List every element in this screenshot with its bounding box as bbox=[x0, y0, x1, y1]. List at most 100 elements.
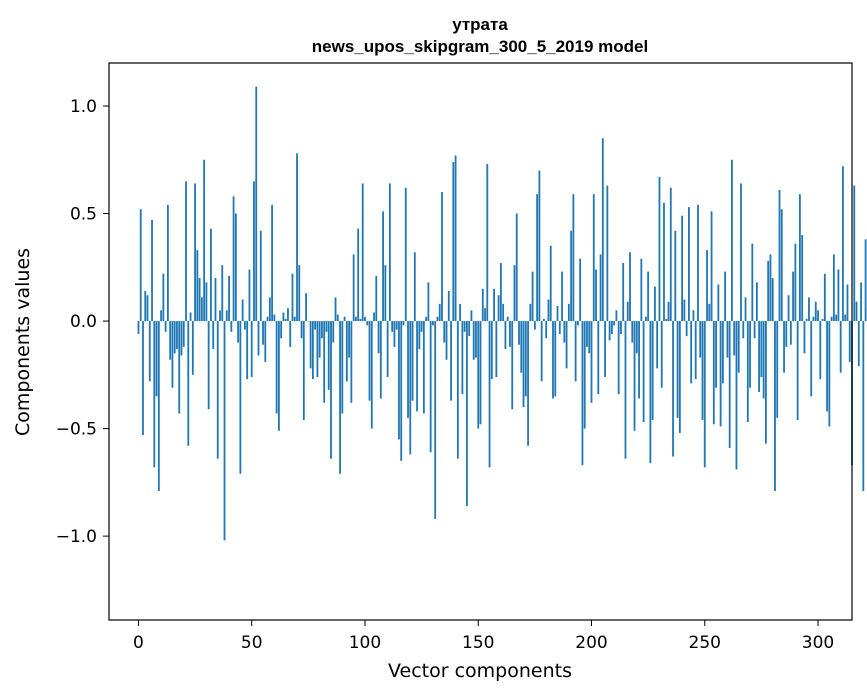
bar bbox=[533, 321, 536, 330]
bar bbox=[767, 260, 770, 322]
bar bbox=[452, 161, 455, 322]
bar bbox=[413, 252, 416, 322]
bar bbox=[701, 321, 704, 420]
bar bbox=[839, 321, 842, 373]
bar bbox=[282, 312, 285, 322]
bar bbox=[692, 310, 695, 322]
bar bbox=[234, 213, 237, 322]
bar bbox=[253, 181, 255, 322]
bar bbox=[479, 321, 482, 425]
bar bbox=[459, 303, 462, 322]
bar bbox=[357, 228, 360, 322]
bar bbox=[518, 321, 520, 345]
bar bbox=[617, 321, 620, 395]
bar bbox=[185, 181, 187, 322]
x-axis-label: Vector components bbox=[388, 660, 572, 682]
bar bbox=[264, 321, 267, 362]
bar bbox=[422, 321, 425, 414]
bar bbox=[771, 278, 774, 322]
bar bbox=[697, 204, 699, 322]
bar bbox=[538, 170, 541, 322]
bar bbox=[794, 243, 797, 322]
bar bbox=[744, 297, 747, 322]
bar bbox=[638, 321, 640, 399]
bar bbox=[690, 321, 693, 384]
bar bbox=[622, 263, 625, 322]
bar bbox=[606, 185, 609, 322]
bar bbox=[239, 321, 242, 474]
bar bbox=[654, 286, 656, 322]
bar bbox=[540, 321, 543, 382]
bar bbox=[470, 310, 473, 322]
bar bbox=[549, 245, 552, 322]
bar bbox=[214, 278, 217, 322]
bar bbox=[758, 321, 761, 393]
bar bbox=[581, 321, 584, 466]
bar bbox=[388, 183, 391, 322]
bar bbox=[601, 138, 604, 322]
bar bbox=[624, 321, 627, 459]
bar bbox=[651, 321, 654, 420]
bar bbox=[463, 321, 466, 332]
bar bbox=[443, 321, 446, 343]
bar bbox=[330, 321, 332, 459]
x-tick-label: 150 bbox=[462, 633, 494, 653]
bar bbox=[819, 321, 822, 380]
bar bbox=[631, 321, 634, 343]
bar bbox=[241, 299, 244, 322]
bar bbox=[848, 321, 851, 362]
bar bbox=[633, 321, 636, 431]
bar bbox=[719, 321, 722, 427]
bar bbox=[475, 321, 477, 358]
bar bbox=[230, 321, 233, 332]
bar bbox=[398, 321, 400, 440]
bar bbox=[547, 299, 550, 322]
bar bbox=[302, 321, 305, 420]
bar bbox=[635, 321, 638, 354]
bar bbox=[314, 321, 317, 330]
bar bbox=[785, 321, 788, 347]
bar bbox=[432, 321, 434, 326]
bar bbox=[724, 271, 727, 322]
bar bbox=[176, 321, 178, 350]
bar bbox=[735, 321, 738, 470]
bar bbox=[407, 321, 409, 418]
bar bbox=[753, 321, 756, 339]
plot-frame bbox=[108, 62, 853, 621]
bar bbox=[769, 254, 772, 322]
bar bbox=[502, 303, 505, 322]
bar bbox=[499, 263, 502, 322]
bar bbox=[361, 183, 364, 322]
bar bbox=[821, 318, 824, 322]
bar bbox=[846, 284, 849, 322]
bar bbox=[681, 215, 684, 322]
y-tick-label: 1.0 bbox=[70, 97, 97, 117]
bar bbox=[425, 316, 428, 322]
bar bbox=[669, 187, 672, 322]
bar bbox=[536, 194, 539, 322]
bar bbox=[860, 282, 862, 322]
bar bbox=[780, 209, 783, 322]
bars-group bbox=[137, 86, 867, 541]
bar bbox=[225, 310, 228, 322]
bar bbox=[776, 321, 779, 418]
bar bbox=[710, 211, 713, 322]
bar bbox=[418, 321, 421, 350]
bar bbox=[379, 321, 382, 399]
bar bbox=[477, 321, 480, 429]
bar bbox=[429, 321, 432, 453]
bar bbox=[742, 321, 745, 339]
bar bbox=[228, 275, 230, 322]
bar bbox=[194, 183, 196, 322]
bar bbox=[787, 295, 790, 322]
bar bbox=[853, 185, 856, 322]
bar bbox=[343, 316, 346, 322]
bar bbox=[305, 293, 307, 322]
bar bbox=[162, 273, 165, 322]
bar bbox=[803, 321, 806, 354]
bar bbox=[520, 321, 523, 373]
bar bbox=[604, 321, 606, 377]
bar bbox=[543, 318, 545, 322]
bar bbox=[284, 318, 287, 322]
bar bbox=[708, 303, 711, 322]
